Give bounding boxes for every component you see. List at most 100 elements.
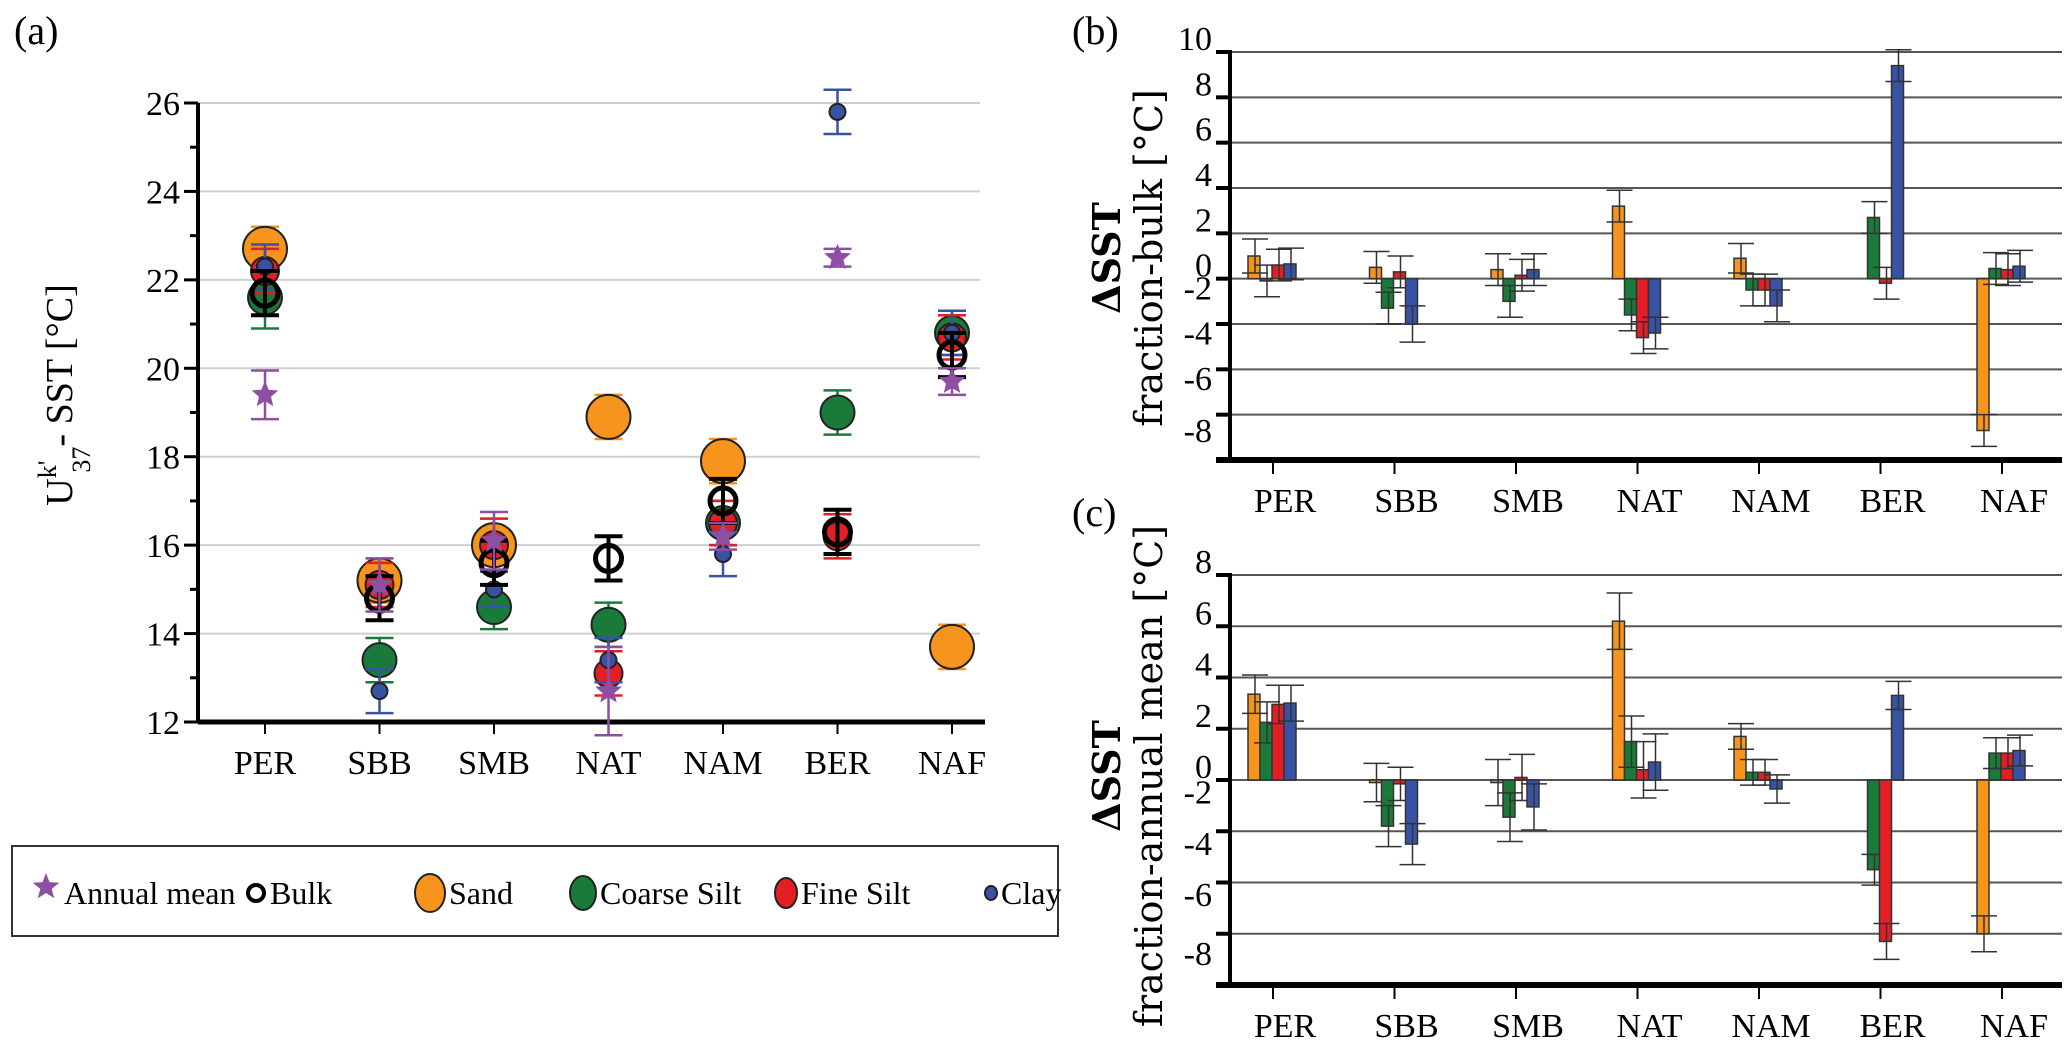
y-tick-label: 26 bbox=[146, 86, 180, 123]
y-tick-label: 10 bbox=[1178, 21, 1212, 58]
legend-label: Annual mean bbox=[64, 875, 236, 911]
marker-annual-mean bbox=[709, 522, 737, 548]
x-category-label: NAF bbox=[918, 745, 986, 782]
panel-b-bars bbox=[1242, 48, 2033, 448]
bar-sand bbox=[1611, 620, 1626, 781]
panel-c-category-labels: PER SBB SMB NAT NAM BER NAF bbox=[1254, 1008, 2048, 1045]
bar-clay bbox=[1890, 694, 1905, 781]
bar-coarse-silt bbox=[1502, 779, 1516, 818]
bar-clay bbox=[1647, 761, 1662, 781]
bar-clay bbox=[1769, 277, 1783, 307]
bar-coarse-silt bbox=[1623, 277, 1638, 316]
marker-annual-mean bbox=[251, 380, 279, 407]
bar-fine-silt bbox=[1271, 264, 1285, 280]
x-category-label: NAF bbox=[1980, 1008, 2048, 1045]
bar-coarse-silt bbox=[1502, 277, 1516, 303]
bar-coarse-silt bbox=[1745, 771, 1759, 781]
x-category-label: PER bbox=[1254, 1008, 1317, 1045]
x-category-label: NAT bbox=[575, 745, 641, 782]
x-category-label: NAM bbox=[1731, 483, 1810, 520]
marker-bulk bbox=[249, 277, 281, 309]
panel-b-axes bbox=[1216, 50, 2062, 474]
circle-icon bbox=[774, 877, 798, 909]
bar-sand bbox=[1368, 266, 1383, 280]
x-category-label: SMB bbox=[1492, 483, 1564, 520]
bar-fine-silt bbox=[2000, 268, 2014, 280]
panel-b-bar-chart: 10 8 6 4 2 0-2 -4 -6 -8 PER SBB SMB NAT NAM BER NAF ΔS… bbox=[1084, 21, 2062, 520]
legend-box bbox=[11, 845, 1059, 937]
marker-annual-mean bbox=[595, 677, 622, 703]
panel-c-y-title-line1: ΔSST bbox=[1084, 720, 1129, 832]
bar-clay bbox=[1404, 277, 1419, 325]
bar-fine-silt bbox=[1514, 776, 1528, 781]
marker-coarse-silt bbox=[819, 394, 856, 431]
legend-label: Bulk bbox=[270, 875, 332, 911]
y-tick-label: 20 bbox=[146, 351, 180, 388]
bar-clay bbox=[1526, 779, 1540, 808]
bar-fine-silt bbox=[1635, 277, 1650, 339]
bar-fine-silt bbox=[1878, 277, 1893, 284]
x-category-label: PER bbox=[234, 745, 297, 782]
circle-icon bbox=[414, 873, 446, 913]
panel-a-scatter: 12 14 16 18 20 22 24 26 PER SBB SMB NAT NAM BER NAF U… bbox=[33, 86, 986, 782]
bar-clay bbox=[1404, 779, 1419, 845]
panel-a-tick-labels: 12 14 16 18 20 22 24 26 bbox=[146, 86, 180, 742]
x-category-label: BER bbox=[1859, 483, 1925, 520]
x-category-label: NAM bbox=[1731, 1008, 1810, 1045]
x-category-label: SBB bbox=[1374, 483, 1438, 520]
bar-coarse-silt bbox=[1623, 740, 1638, 781]
y-tick-label: -4 bbox=[1184, 826, 1212, 863]
panel-a-category-labels: PER SBB SMB NAT NAM BER NAF bbox=[234, 745, 986, 782]
marker-sand bbox=[929, 623, 975, 670]
bar-sand bbox=[1976, 277, 1990, 432]
panel-b-gridlines bbox=[1230, 51, 2062, 416]
y-tick-label: 24 bbox=[146, 174, 180, 211]
bar-fine-silt bbox=[1757, 277, 1771, 291]
y-tick-label: -8 bbox=[1184, 936, 1212, 973]
x-category-label: NAM bbox=[683, 745, 762, 782]
bar-sand bbox=[1247, 255, 1261, 280]
bar-fine-silt bbox=[1392, 779, 1407, 785]
bar-fine-silt bbox=[1514, 274, 1528, 280]
panel-c-bar-chart: 8 6 4 2 0-2 -4 -6 -8 PER SBB SMB NAT NAM BER NAF ΔSST… bbox=[1084, 525, 2062, 1045]
bar-coarse-silt bbox=[1380, 779, 1395, 827]
legend-label: Coarse Silt bbox=[600, 875, 741, 911]
y-tick-label: 14 bbox=[146, 617, 180, 654]
bar-coarse-silt bbox=[1866, 779, 1881, 871]
y-tick-label: 6 bbox=[1195, 112, 1212, 149]
panel-c-tick-labels: 8 6 4 2 0-2 -4 -6 -8 bbox=[1184, 544, 1212, 973]
bar-coarse-silt bbox=[1380, 277, 1395, 309]
bar-sand bbox=[1733, 257, 1747, 280]
panel-a-markers bbox=[242, 88, 975, 737]
y-tick-label: 8 bbox=[1195, 66, 1212, 103]
panel-c-bars bbox=[1242, 592, 2033, 961]
y-tick-label: 2 bbox=[1195, 698, 1212, 735]
x-category-label: SBB bbox=[347, 745, 411, 782]
panel-c-y-title-line2: fraction-annual mean [°C] bbox=[1127, 525, 1171, 1027]
star-icon bbox=[32, 873, 60, 899]
panel-label-c: (c) bbox=[1072, 490, 1116, 535]
bar-fine-silt bbox=[1271, 703, 1285, 781]
bar-fine-silt bbox=[1392, 271, 1407, 280]
bar-clay bbox=[1769, 779, 1783, 790]
marker-clay bbox=[828, 102, 847, 121]
bar-coarse-silt bbox=[1988, 752, 2002, 781]
x-category-label: BER bbox=[1859, 1008, 1925, 1045]
marker-bulk bbox=[707, 485, 739, 517]
y-tick-label: 12 bbox=[146, 705, 180, 742]
x-category-label: SMB bbox=[1492, 1008, 1564, 1045]
bar-sand bbox=[1490, 268, 1504, 280]
x-category-label: BER bbox=[804, 745, 870, 782]
marker-annual-mean bbox=[824, 243, 851, 270]
panel-c-axes bbox=[1216, 573, 2062, 999]
y-tick-label: -4 bbox=[1184, 316, 1212, 353]
panel-b-y-title-line1: ΔSST bbox=[1084, 202, 1129, 314]
y-tick-label: 16 bbox=[146, 528, 180, 565]
y-tick-label: 4 bbox=[1195, 647, 1212, 684]
y-tick-label: 2 bbox=[1195, 202, 1212, 239]
marker-bulk bbox=[822, 516, 853, 548]
marker-bulk bbox=[593, 542, 624, 574]
bar-sand bbox=[1368, 779, 1383, 784]
bar-clay bbox=[1890, 64, 1905, 280]
circle-icon bbox=[984, 885, 998, 901]
